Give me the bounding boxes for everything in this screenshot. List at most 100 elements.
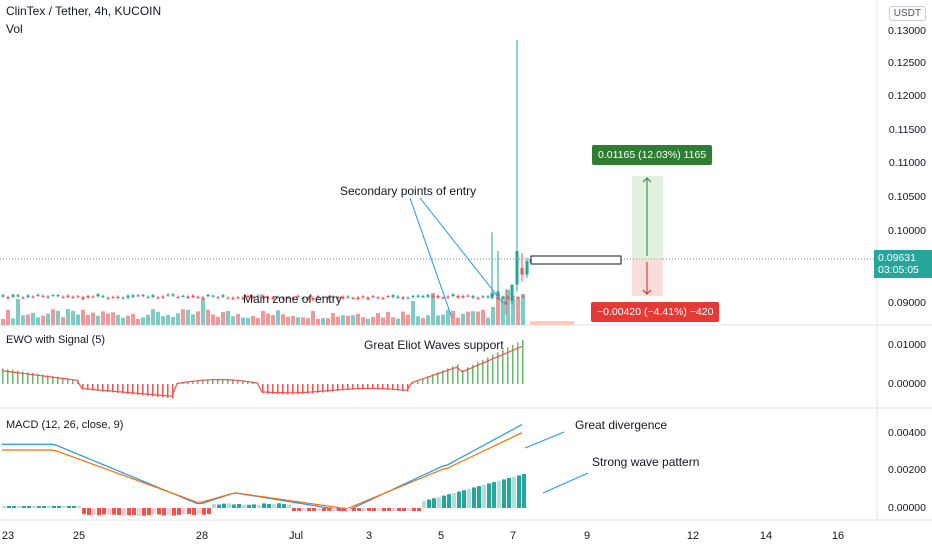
volume-bar <box>116 314 120 325</box>
macd-histogram-bar <box>77 506 81 508</box>
volume-bar <box>211 314 215 325</box>
ewo-histogram <box>1 339 524 399</box>
macd-histogram-bar <box>37 506 41 508</box>
candle-body <box>490 293 494 299</box>
volume-bar <box>31 312 35 325</box>
macd-histogram-bar <box>72 506 76 508</box>
volume-bar <box>341 315 345 325</box>
loss-label[interactable]: −0.00420 (−4.41%) −420 <box>591 302 720 322</box>
volume-bar <box>121 317 125 325</box>
profit-arrow-head <box>642 177 652 183</box>
candle-body <box>71 296 75 298</box>
candle-body <box>241 297 245 300</box>
ewo-bar <box>52 375 54 384</box>
currency-badge[interactable]: USDT <box>888 6 926 21</box>
x-tick: 5 <box>437 530 445 542</box>
macd-histogram-bar <box>287 504 291 508</box>
macd-histogram-bar <box>457 491 461 508</box>
chart-title: ClinTex / Tether, 4h, KUCOIN <box>6 4 162 18</box>
volume-bar <box>91 312 95 325</box>
volume-bar <box>431 293 435 325</box>
volume-bar <box>246 317 250 325</box>
ewo-bar <box>17 370 19 384</box>
annotation-eliot[interactable]: Great Eliot Waves support <box>364 338 504 352</box>
volume-bar <box>321 318 325 325</box>
annotation-wave[interactable]: Strong wave pattern <box>592 455 700 469</box>
volume-bar <box>521 294 525 325</box>
volume-bar <box>366 318 370 325</box>
volume-bar <box>421 318 425 325</box>
profit-label[interactable]: 0.01165 (12.03%) 1165 <box>592 145 713 165</box>
volume-bar <box>381 317 385 325</box>
macd-histogram-bar <box>292 508 296 511</box>
volume-bar <box>51 309 55 325</box>
annotation-secondary[interactable]: Secondary points of entry <box>340 184 477 198</box>
y-tick: 0.13000 <box>888 25 926 37</box>
macd-histogram-bar <box>462 490 466 508</box>
volume-bar <box>461 313 465 325</box>
volume-bar <box>216 316 220 325</box>
macd-histogram-bar <box>467 488 471 508</box>
ewo-bar <box>407 384 409 392</box>
macd-histogram-bar <box>62 506 66 508</box>
candle-body <box>41 295 45 297</box>
arrow-wave[interactable] <box>542 472 589 494</box>
candle-body <box>201 297 205 300</box>
ewo-bar <box>82 384 84 390</box>
ewo-bar <box>277 384 279 395</box>
x-tick: 28 <box>195 530 209 542</box>
volume-bar <box>401 311 405 325</box>
ewo-bar <box>172 384 174 399</box>
annotation-divergence[interactable]: Great divergence <box>575 418 668 432</box>
candle-body <box>496 291 500 297</box>
volume-bar <box>376 313 380 325</box>
macd-histogram-bar <box>522 474 526 508</box>
macd-histogram-bar <box>307 508 311 511</box>
macd-histogram-bar <box>297 508 301 511</box>
ewo-bar <box>72 378 74 384</box>
candle-body <box>86 295 90 298</box>
candle-body <box>441 297 445 299</box>
candle-body <box>91 296 95 298</box>
ewo-bar <box>137 384 139 395</box>
macd-histogram-bar <box>317 508 321 511</box>
ewo-bar <box>122 384 124 394</box>
macd-histogram-bar <box>407 508 411 511</box>
volume-bar <box>251 315 255 325</box>
arrow-secondary-2[interactable] <box>419 197 504 304</box>
volume-bar <box>201 299 205 325</box>
ewo-bar <box>217 378 219 384</box>
annotation-main-zone[interactable]: Main zone of entry <box>243 292 342 306</box>
candle-body <box>451 294 455 297</box>
macd-histogram-bar <box>482 484 486 508</box>
volume-bar <box>466 311 470 325</box>
volume-bar <box>186 309 190 325</box>
candle-body <box>461 296 465 298</box>
arrow-secondary-1[interactable] <box>409 197 453 319</box>
macd-histogram-bar <box>487 483 491 508</box>
candle-body <box>101 296 105 298</box>
ewo-bar <box>92 384 94 391</box>
current-price-tag[interactable]: 0.09631 03:05:05 <box>874 250 932 278</box>
macd-histogram-bar <box>147 508 151 516</box>
volume-bar <box>396 318 400 325</box>
ewo-bar <box>377 384 379 390</box>
arrow-divergence[interactable] <box>524 431 565 449</box>
ewo-bar <box>507 347 509 384</box>
macd-histogram-bar <box>492 482 496 508</box>
macd-histogram-bar <box>152 508 156 515</box>
candle-body <box>216 297 220 299</box>
x-tick: 7 <box>509 530 517 542</box>
candle-body <box>521 296 525 298</box>
macd-histogram-bar <box>362 508 366 511</box>
ewo-bar <box>57 376 59 384</box>
entry-box[interactable] <box>530 255 622 265</box>
volume-bars <box>1 289 525 325</box>
candle-body <box>231 297 235 299</box>
candle-body <box>31 296 35 298</box>
volume-bar <box>451 310 455 325</box>
y-tick: 0.10500 <box>888 191 926 203</box>
volume-bar <box>86 314 90 325</box>
macd-histogram-bar <box>342 508 346 511</box>
